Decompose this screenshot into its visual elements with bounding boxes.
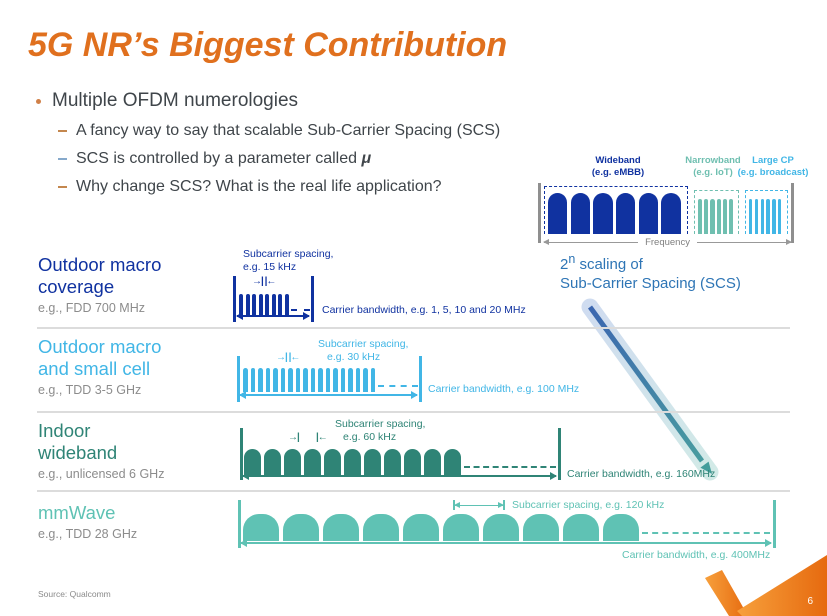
- dash-line: [291, 309, 310, 311]
- corner-swoosh-icon: [705, 555, 827, 616]
- wideband-label: Wideband (e.g. eMBB): [591, 155, 645, 178]
- dash-icon: [58, 158, 67, 160]
- subcarrier-spikes: [243, 368, 378, 392]
- subcarrier-spikes: [239, 294, 291, 317]
- bandwidth-label: Carrier bandwidth, e.g. 1, 5, 10 and 20 …: [322, 304, 526, 316]
- row-separator: [37, 411, 790, 413]
- bullet-item-sub-1: A fancy way to say that scalable Sub-Car…: [58, 122, 500, 140]
- row-label: Outdoor macro coverage e.g., FDD 700 MHz: [38, 254, 161, 315]
- frequency-diagram: Wideband (e.g. eMBB) Narrowband (e.g. IoT)…: [525, 152, 825, 252]
- row-separator: [37, 490, 790, 492]
- bullet-sub1-text: A fancy way to say that scalable Sub-Car…: [76, 122, 501, 139]
- scaling-note: 2n scaling of Sub-Carrier Spacing (SCS): [560, 252, 741, 292]
- band-endbar-left: [240, 428, 243, 480]
- bullet-dot-icon: [36, 98, 41, 104]
- scs-label: Subcarrier spacing, e.g. 30 kHz: [318, 338, 409, 363]
- large-cp-label: Large CP (e.g. broadcast): [737, 155, 809, 178]
- axis-arrow-right-icon: [696, 239, 793, 245]
- bullet-item-sub-3: Why change SCS? What is the real life ap…: [58, 178, 500, 196]
- dash-line: [464, 466, 556, 468]
- row-subtitle: e.g., FDD 700 MHz: [38, 301, 145, 315]
- row-label: Outdoor macro and small cell e.g., TDD 3-…: [38, 336, 161, 397]
- band-endbar-left: [237, 356, 240, 402]
- row-label: mmWave e.g., TDD 28 GHz: [38, 502, 137, 541]
- bandwidth-arrow: [240, 539, 772, 547]
- scs-arrows-icon: →| |←: [276, 352, 300, 363]
- mu-symbol: μ: [361, 150, 372, 167]
- bullet-list: Multiple OFDM numerologies A fancy way t…: [36, 90, 500, 196]
- dash-icon: [58, 130, 67, 132]
- row-subtitle: e.g., TDD 28 GHz: [38, 527, 138, 541]
- row-title: Outdoor macro and small cell: [38, 336, 162, 379]
- dash-icon: [58, 186, 67, 188]
- bandwidth-arrow: [242, 472, 557, 480]
- bullet-sub3-text: Why change SCS? What is the real life ap…: [76, 178, 442, 195]
- large-cp-carriers: [745, 190, 788, 234]
- row-title: Indoor wideband: [38, 420, 118, 463]
- row-title: Outdoor macro coverage: [38, 254, 162, 297]
- axis-endbar-left: [538, 183, 541, 243]
- row-subtitle: e.g., TDD 3-5 GHz: [38, 383, 142, 397]
- scs-label: Subcarrier spacing, e.g. 15 kHz: [243, 248, 334, 273]
- row-subtitle: e.g., unlicensed 6 GHz: [38, 467, 165, 481]
- band-endbar-right: [773, 500, 776, 548]
- bullet-main-text: Multiple OFDM numerologies: [52, 90, 299, 111]
- bandwidth-label: Carrier bandwidth, e.g. 160MHz: [567, 468, 716, 480]
- wideband-carriers: [544, 186, 688, 234]
- narrowband-carriers: [694, 190, 739, 234]
- numerology-row-mmwave: mmWave e.g., TDD 28 GHz Subcarrier spaci…: [0, 492, 827, 570]
- dash-line: [378, 385, 418, 387]
- dash-line: [642, 532, 770, 534]
- band-endbar-right: [419, 356, 422, 402]
- bandwidth-arrow: [239, 391, 418, 399]
- bullet-sub2-text: SCS is controlled by a parameter called …: [76, 150, 372, 167]
- subcarrier-arches: [243, 514, 643, 541]
- bandwidth-label: Carrier bandwidth, e.g. 100 MHz: [428, 383, 580, 395]
- scaling-arrow-icon: [581, 298, 719, 481]
- band-endbar-left: [233, 276, 236, 322]
- numerology-row-outdoor-macro-coverage: Outdoor macro coverage e.g., FDD 700 MHz …: [0, 246, 827, 327]
- source-text: Source: Qualcomm: [38, 589, 111, 599]
- band-endbar-right: [558, 428, 561, 480]
- band-endbar-right: [311, 276, 314, 322]
- frequency-axis: Frequency: [542, 237, 793, 248]
- scs-arrow-left-icon: |←: [316, 432, 328, 443]
- scs-label: Subcarrier spacing, e.g. 60 kHz: [335, 418, 426, 443]
- axis-endbar-right: [791, 183, 794, 243]
- narrowband-label: Narrowband (e.g. IoT): [685, 155, 741, 178]
- slide-title: 5G NR’s Biggest Contribution: [28, 26, 508, 64]
- scs-label: Subcarrier spacing, e.g. 120 kHz: [512, 499, 665, 511]
- scs-measure-icon: [453, 500, 505, 510]
- numerology-row-outdoor-macro-small-cell: Outdoor macro and small cell e.g., TDD 3-…: [0, 330, 827, 411]
- bandwidth-label: Carrier bandwidth, e.g. 400MHz: [622, 549, 771, 561]
- bandwidth-arrow: [236, 312, 310, 320]
- subcarrier-arches: [244, 449, 464, 475]
- row-title: mmWave: [38, 502, 116, 523]
- row-separator: [37, 327, 790, 329]
- scs-arrow-right-icon: →|: [288, 432, 300, 443]
- frequency-axis-label: Frequency: [645, 237, 690, 248]
- numerology-row-indoor-wideband: Indoor wideband e.g., unlicensed 6 GHz Su…: [0, 413, 827, 490]
- bullet-item-sub-2: SCS is controlled by a parameter called …: [58, 150, 500, 168]
- bullet-item-main: Multiple OFDM numerologies: [36, 90, 500, 112]
- axis-arrow-left-icon: [542, 239, 639, 245]
- band-endbar-left: [238, 500, 241, 548]
- page-number: 6: [807, 596, 813, 607]
- scs-arrows-icon: →| |←: [252, 276, 276, 287]
- row-label: Indoor wideband e.g., unlicensed 6 GHz: [38, 420, 164, 481]
